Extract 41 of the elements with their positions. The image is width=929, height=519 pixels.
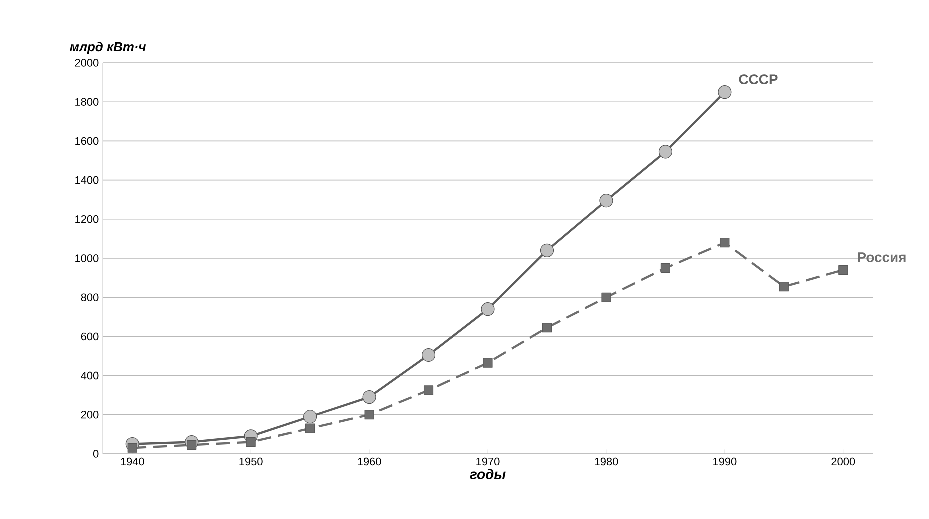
point — [542, 323, 552, 333]
y-tick-label: 200 — [81, 411, 99, 419]
y-tick-label: 1800 — [76, 98, 99, 106]
x-tick-label: 1940 — [121, 458, 144, 466]
point — [602, 292, 612, 302]
point — [422, 348, 436, 362]
point — [362, 390, 376, 404]
point — [304, 410, 318, 424]
series-label: СССР — [739, 74, 778, 84]
point — [483, 358, 493, 368]
y-tick-label: 1600 — [76, 137, 99, 146]
y-tick-label: 1000 — [76, 254, 99, 262]
y-axis-title: млрд кВт·ч — [70, 42, 146, 54]
point — [306, 424, 316, 434]
point — [718, 86, 732, 100]
y-tick-label: 1400 — [76, 176, 99, 184]
y-tick-label: 0 — [93, 450, 99, 458]
point — [600, 194, 614, 208]
point — [481, 302, 495, 316]
series-label: Россия — [858, 252, 906, 262]
x-tick-label: 2000 — [832, 458, 856, 466]
y-tick-label: 800 — [81, 294, 99, 302]
y-tick-label: 600 — [81, 332, 99, 341]
x-tick-label: 1970 — [476, 458, 500, 466]
y-tick-label: 2000 — [75, 59, 99, 67]
point — [658, 145, 672, 159]
point — [660, 263, 670, 274]
y-tick-label: 1200 — [76, 216, 99, 224]
x-tick-label: 1990 — [714, 458, 737, 466]
x-tick-label: 1960 — [358, 458, 382, 466]
point — [364, 410, 374, 420]
x-tick-label: 1980 — [595, 458, 618, 466]
point — [424, 386, 434, 396]
y-tick-label: 400 — [81, 372, 99, 380]
x-axis-title: годы — [470, 469, 506, 480]
point — [779, 282, 789, 292]
point — [838, 265, 848, 276]
point — [246, 437, 256, 448]
point — [540, 244, 554, 258]
x-tick-label: 1950 — [240, 458, 263, 466]
point — [720, 238, 730, 248]
